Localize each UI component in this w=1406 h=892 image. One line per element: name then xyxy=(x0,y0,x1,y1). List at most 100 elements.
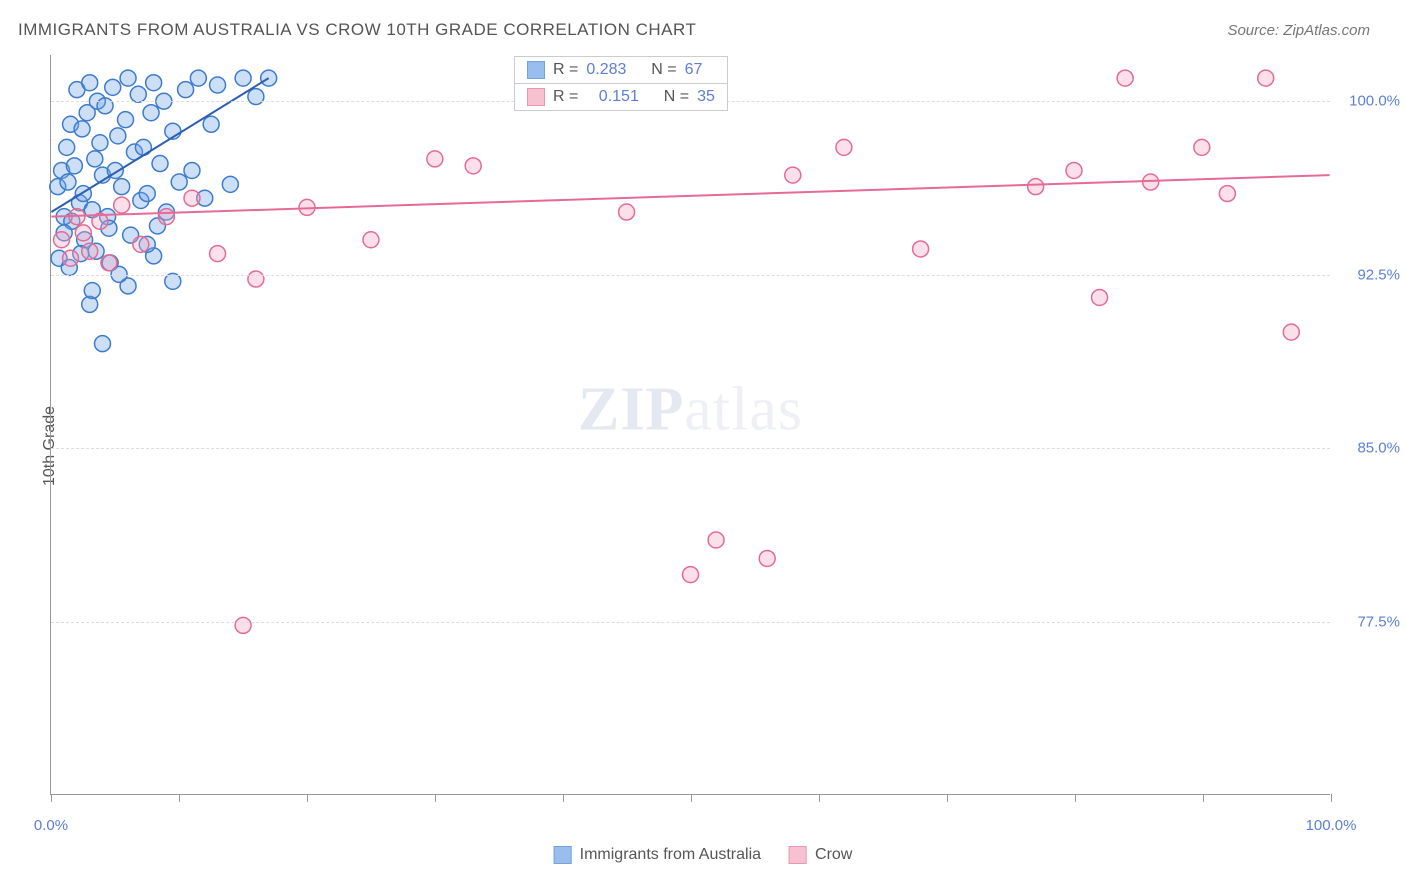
data-point-crow xyxy=(54,232,70,248)
x-tick xyxy=(1331,794,1332,802)
data-point-australia xyxy=(139,186,155,202)
y-tick-label: 85.0% xyxy=(1335,440,1400,457)
x-tick xyxy=(1203,794,1204,802)
data-point-australia xyxy=(184,162,200,178)
x-tick xyxy=(819,794,820,802)
data-point-crow xyxy=(913,241,929,257)
gridline-h xyxy=(51,275,1330,276)
data-point-crow xyxy=(1092,289,1108,305)
data-point-australia xyxy=(210,77,226,93)
x-tick xyxy=(51,794,52,802)
n-label-australia: N = xyxy=(651,61,676,79)
r-label-crow: R = xyxy=(553,88,578,106)
data-point-crow xyxy=(1028,179,1044,195)
data-point-australia xyxy=(235,70,251,86)
data-point-australia xyxy=(59,139,75,155)
data-point-crow xyxy=(683,567,699,583)
chart-container: IMMIGRANTS FROM AUSTRALIA VS CROW 10TH G… xyxy=(0,0,1406,892)
legend-correlation-box: R = 0.283 N = 67 R = 0.151 N = 35 xyxy=(514,56,728,111)
data-point-crow xyxy=(708,532,724,548)
data-point-crow xyxy=(82,243,98,259)
data-point-crow xyxy=(101,255,117,271)
data-point-australia xyxy=(222,176,238,192)
gridline-h xyxy=(51,448,1330,449)
data-point-crow xyxy=(1219,186,1235,202)
data-point-crow xyxy=(836,139,852,155)
data-point-crow xyxy=(75,225,91,241)
chart-title: IMMIGRANTS FROM AUSTRALIA VS CROW 10TH G… xyxy=(18,20,696,40)
x-tick-label: 100.0% xyxy=(1306,817,1357,834)
data-point-australia xyxy=(95,336,111,352)
r-label-australia: R = xyxy=(553,61,578,79)
data-point-crow xyxy=(1194,139,1210,155)
x-tick xyxy=(947,794,948,802)
data-point-crow xyxy=(184,190,200,206)
data-point-australia xyxy=(87,151,103,167)
x-tick xyxy=(563,794,564,802)
data-point-crow xyxy=(63,250,79,266)
data-point-australia xyxy=(66,158,82,174)
data-point-crow xyxy=(1066,162,1082,178)
data-point-australia xyxy=(171,174,187,190)
x-tick xyxy=(307,794,308,802)
data-point-crow xyxy=(759,550,775,566)
data-point-australia xyxy=(74,121,90,137)
data-point-crow xyxy=(1258,70,1274,86)
swatch-crow xyxy=(527,88,545,106)
y-tick-label: 100.0% xyxy=(1335,93,1400,110)
data-point-australia xyxy=(261,70,277,86)
data-point-australia xyxy=(143,105,159,121)
data-point-australia xyxy=(84,283,100,299)
y-tick-label: 92.5% xyxy=(1335,266,1400,283)
swatch-bottom-australia xyxy=(554,846,572,864)
data-point-australia xyxy=(82,75,98,91)
x-tick xyxy=(1075,794,1076,802)
data-point-australia xyxy=(190,70,206,86)
data-point-australia xyxy=(105,79,121,95)
gridline-h xyxy=(51,622,1330,623)
y-tick-label: 77.5% xyxy=(1335,613,1400,630)
swatch-australia xyxy=(527,61,545,79)
n-label-crow: N = xyxy=(664,88,689,106)
data-point-crow xyxy=(619,204,635,220)
data-point-crow xyxy=(158,209,174,225)
plot-svg xyxy=(51,55,1330,794)
data-point-australia xyxy=(97,98,113,114)
data-point-crow xyxy=(363,232,379,248)
legend-row-australia: R = 0.283 N = 67 xyxy=(515,57,727,84)
data-point-crow xyxy=(1117,70,1133,86)
data-point-australia xyxy=(146,75,162,91)
data-point-australia xyxy=(110,128,126,144)
data-point-australia xyxy=(118,112,134,128)
swatch-bottom-crow xyxy=(789,846,807,864)
data-point-crow xyxy=(210,246,226,262)
data-point-crow xyxy=(427,151,443,167)
source-attribution: Source: ZipAtlas.com xyxy=(1227,22,1370,39)
data-point-australia xyxy=(178,82,194,98)
legend-bottom-australia-label: Immigrants from Australia xyxy=(580,846,761,864)
data-point-australia xyxy=(120,70,136,86)
data-point-crow xyxy=(248,271,264,287)
data-point-crow xyxy=(235,617,251,633)
r-value-australia: 0.283 xyxy=(586,61,626,79)
data-point-australia xyxy=(92,135,108,151)
x-tick xyxy=(435,794,436,802)
plot-area: ZIPatlas 77.5%85.0%92.5%100.0%0.0%100.0% xyxy=(50,55,1330,795)
data-point-crow xyxy=(133,236,149,252)
x-tick xyxy=(691,794,692,802)
legend-bottom-crow-label: Crow xyxy=(815,846,852,864)
data-point-crow xyxy=(465,158,481,174)
legend-bottom: Immigrants from Australia Crow xyxy=(554,846,853,864)
x-tick-label: 0.0% xyxy=(34,817,68,834)
data-point-crow xyxy=(785,167,801,183)
data-point-crow xyxy=(114,197,130,213)
data-point-australia xyxy=(130,86,146,102)
data-point-australia xyxy=(203,116,219,132)
x-tick xyxy=(179,794,180,802)
legend-row-crow: R = 0.151 N = 35 xyxy=(515,84,727,110)
legend-bottom-australia: Immigrants from Australia xyxy=(554,846,761,864)
data-point-australia xyxy=(152,156,168,172)
data-point-australia xyxy=(60,174,76,190)
n-value-australia: 67 xyxy=(685,61,703,79)
legend-bottom-crow: Crow xyxy=(789,846,852,864)
